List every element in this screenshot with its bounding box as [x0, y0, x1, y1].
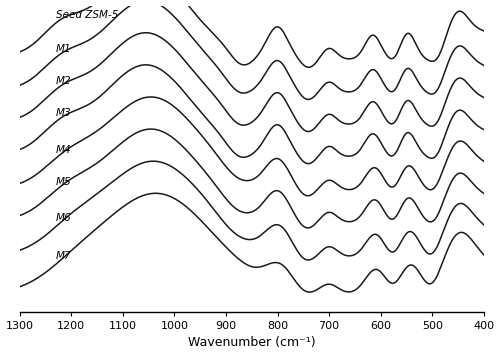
Text: M4: M4 [56, 145, 72, 155]
Text: M5: M5 [56, 177, 72, 187]
Text: M2: M2 [56, 76, 72, 86]
Text: M6: M6 [56, 213, 72, 223]
Text: M1: M1 [56, 44, 72, 54]
X-axis label: Wavenumber (cm⁻¹): Wavenumber (cm⁻¹) [188, 337, 316, 349]
Text: M7: M7 [56, 251, 72, 261]
Text: M3: M3 [56, 108, 72, 118]
Text: Seed ZSM-5: Seed ZSM-5 [56, 10, 118, 20]
